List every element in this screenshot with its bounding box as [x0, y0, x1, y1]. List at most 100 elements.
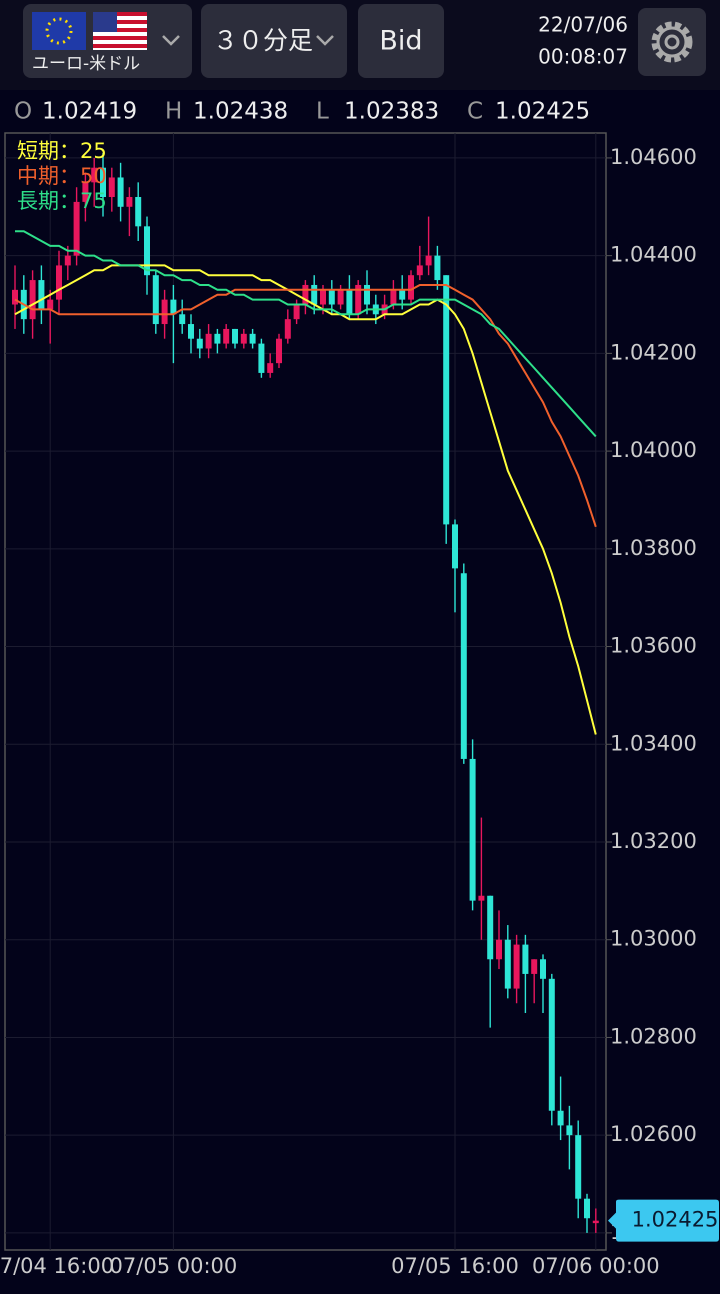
candle-body	[100, 167, 106, 198]
ohlc-value: 1.02425	[495, 99, 590, 125]
eu-stars	[45, 17, 73, 45]
ohlc-key: O	[14, 99, 32, 125]
candle-body	[320, 289, 326, 305]
candle-body	[575, 1135, 582, 1199]
y-tick-label: 1.04400	[610, 243, 697, 267]
candle-body	[117, 177, 124, 207]
gear-ring	[656, 26, 688, 58]
chart-frame	[4, 132, 607, 1251]
candle-body	[196, 338, 203, 349]
candle-body	[364, 284, 370, 305]
candle-body	[584, 1198, 590, 1219]
candle-body	[346, 289, 353, 315]
candle-body	[276, 338, 282, 364]
candle-body	[240, 333, 247, 344]
candle-body	[232, 328, 238, 344]
x-tick-label: 07/05 16:00	[391, 1254, 519, 1278]
candle-body	[548, 978, 555, 1111]
candle-body	[355, 284, 362, 315]
candle-body	[460, 573, 467, 759]
ohlc-value: 1.02419	[42, 99, 137, 125]
candle-body	[302, 284, 309, 305]
time: 00:08:07	[538, 45, 628, 69]
y-tick-label: 1.02800	[610, 1024, 697, 1048]
candle-body	[425, 255, 432, 266]
candle-body	[399, 289, 406, 300]
timeframe-button[interactable]	[201, 4, 347, 78]
y-tick-label: 1.03000	[610, 927, 697, 951]
ohlc-key: L	[316, 99, 329, 125]
candle-body	[108, 177, 115, 198]
settings-button[interactable]	[638, 8, 706, 76]
ohlc-key: H	[165, 99, 182, 125]
gear-teeth	[651, 21, 693, 63]
candle-body	[161, 299, 168, 325]
y-tick-label: 1.02600	[610, 1122, 697, 1146]
legend-entry: 短期：25	[17, 139, 107, 163]
candle-body	[135, 197, 142, 227]
candle-body	[434, 255, 441, 281]
candle-body	[152, 275, 159, 325]
plot	[5, 133, 606, 1250]
candle-body	[64, 255, 71, 266]
candle-body	[188, 324, 194, 339]
x-tick-label: 07/05 00:00	[110, 1254, 238, 1278]
current-price-tag	[608, 1199, 719, 1242]
ohlc-key: C	[467, 99, 483, 125]
candle-body	[284, 319, 291, 339]
candle-body	[478, 895, 485, 901]
candle-body	[144, 226, 150, 276]
eu-flag	[32, 12, 86, 50]
candle-body	[522, 944, 529, 974]
candle-body	[513, 944, 520, 989]
candle-body	[82, 182, 89, 202]
y-tick-label: 1.04000	[610, 438, 697, 462]
moving-average	[14, 264, 597, 735]
candle-body	[487, 895, 494, 960]
candle-body	[126, 197, 133, 207]
price-type-button[interactable]	[358, 4, 444, 78]
dropdown-arrow	[316, 35, 334, 46]
candle-body	[170, 299, 177, 315]
candle-body	[416, 265, 423, 276]
candle-body	[258, 343, 265, 373]
candle-body	[408, 275, 414, 300]
legend-entry: 中期：50	[17, 164, 107, 188]
moving-average	[14, 284, 597, 528]
candle-body	[179, 314, 186, 325]
us-flag	[93, 12, 147, 50]
candle-body	[469, 758, 476, 901]
y-tick-label: 1.04200	[610, 340, 697, 364]
candle-body	[452, 524, 458, 569]
y-tick-label: 1.03600	[610, 634, 697, 658]
legend-entry: 長期：75	[17, 189, 107, 213]
candle-body	[47, 299, 54, 310]
candle-body	[73, 201, 80, 256]
candle-body	[249, 333, 256, 344]
candle-body	[540, 959, 546, 979]
ma-legend: 短期：25 中期：50 長期：75	[17, 139, 107, 213]
y-tick-label: 1.04600	[610, 145, 697, 169]
candle-body	[205, 333, 212, 349]
moving-average	[15, 230, 597, 438]
ohlc-value: 1.02438	[193, 99, 288, 125]
gear-hole	[664, 34, 680, 50]
candle-body	[293, 304, 300, 320]
current-price-label: 1.02425	[632, 1208, 719, 1232]
candle-body	[267, 363, 274, 373]
timeframe-label: ３０分足	[213, 26, 313, 55]
candle-body	[566, 1125, 573, 1136]
y-tick-label: 1.03200	[610, 829, 697, 853]
pair-label: ユーロ-米ドル	[32, 54, 140, 74]
y-tick-label: 1.03400	[610, 731, 697, 755]
candle-body	[443, 275, 450, 525]
price-type-label: Bid	[379, 26, 422, 57]
candle-body	[223, 328, 230, 344]
candle-body	[496, 939, 502, 960]
ohlc-value: 1.02383	[344, 99, 439, 125]
candle-body	[91, 167, 98, 183]
candle-body	[531, 959, 538, 974]
candle-body	[592, 1220, 599, 1224]
